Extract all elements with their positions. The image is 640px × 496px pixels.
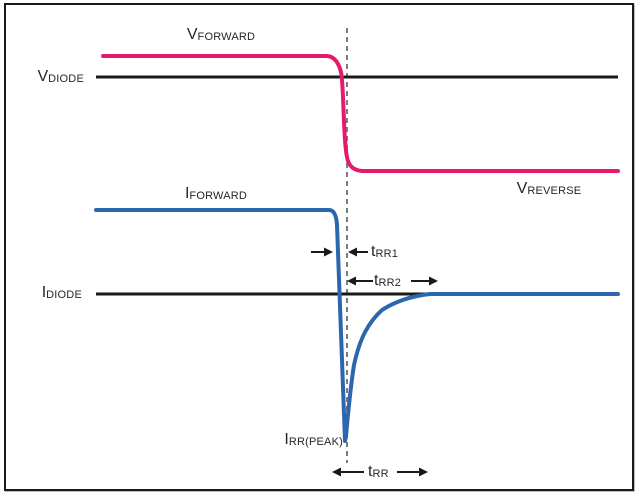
v-reverse-label: V REVERSE — [517, 181, 582, 197]
label-sub: RR2 — [378, 277, 402, 289]
label-sub: DIODE — [48, 73, 84, 85]
t-rr1-left-pointing-arrowhead-icon — [348, 247, 357, 257]
label-base: V — [516, 180, 528, 197]
annotation-arrow-heads — [324, 247, 438, 477]
label-base: I — [184, 185, 190, 202]
label-base: t — [368, 463, 373, 480]
voltage-trace — [101, 54, 620, 173]
label-base: V — [186, 26, 198, 43]
current-trace — [94, 208, 620, 443]
t-rr2-right-pointing-arrowhead-icon — [429, 276, 438, 286]
label-sub: FORWARD — [197, 31, 256, 43]
label-sub: RR — [372, 468, 389, 480]
label-sub: RR(PEAK) — [288, 436, 343, 448]
v-forward-label: V FORWARD — [187, 27, 255, 43]
label-base: t — [371, 243, 376, 260]
label-base: V — [37, 68, 49, 85]
t-rr1-right-pointing-arrowhead-icon — [324, 247, 333, 257]
i-forward-label: I FORWARD — [185, 186, 247, 202]
t-rr-label: t RR — [368, 464, 389, 480]
t-rr1-label: t RR1 — [371, 244, 398, 260]
label-base: I — [41, 284, 47, 301]
label-sub: RR1 — [375, 248, 399, 260]
diagram-frame — [4, 3, 634, 491]
i-diode-label: I DIODE — [42, 285, 82, 301]
label-sub: REVERSE — [527, 185, 582, 197]
t-rr-left-pointing-arrowhead-icon — [332, 467, 341, 477]
v-diode-label: V DIODE — [37, 69, 84, 85]
t-rr-right-pointing-arrowhead-icon — [419, 467, 428, 477]
label-base: t — [374, 272, 379, 289]
label-sub: DIODE — [46, 289, 82, 301]
t-rr2-label: t RR2 — [374, 273, 401, 289]
label-sub: FORWARD — [189, 190, 248, 202]
label-base: I — [284, 431, 289, 448]
i-rr-peak-label: I RR(PEAK) — [284, 432, 343, 448]
annotation-arrow-shafts — [311, 251, 430, 473]
t-rr2-left-pointing-arrowhead-icon — [347, 276, 356, 286]
